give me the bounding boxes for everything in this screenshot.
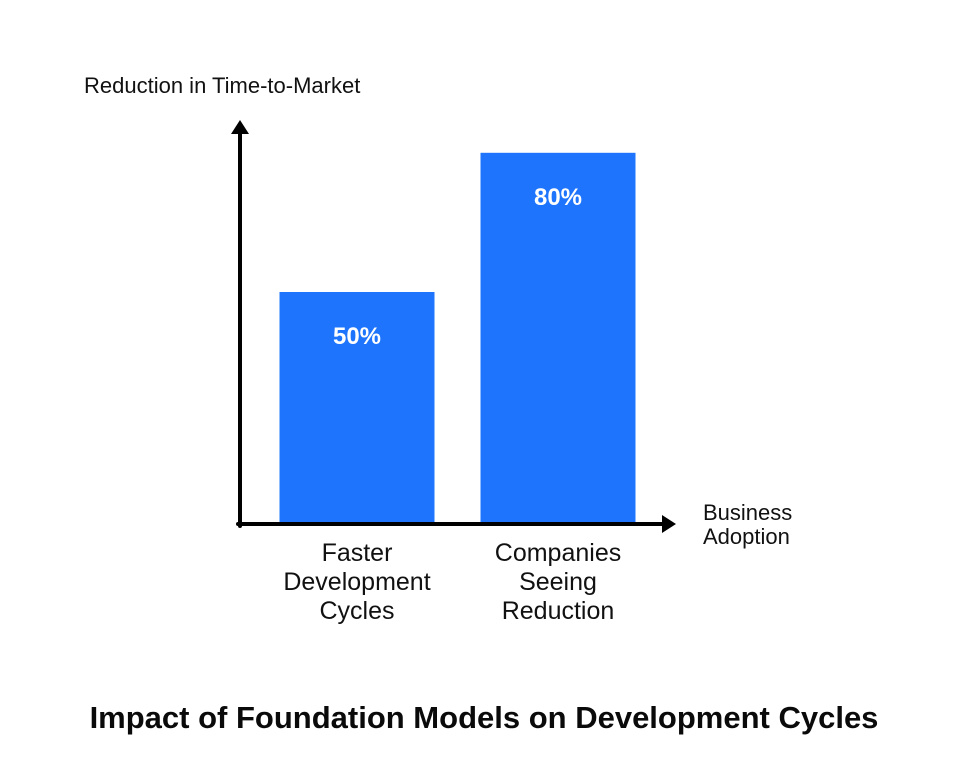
y-axis-arrowhead — [231, 120, 249, 134]
value-label-2: 80% — [534, 184, 582, 211]
category-label-2: Companies Seeing Reduction — [495, 539, 621, 625]
bars-layer — [279, 152, 636, 525]
bar-2 — [480, 152, 636, 525]
value-label-1: 50% — [333, 323, 381, 350]
x-axis-arrowhead — [662, 515, 676, 533]
category-label-1: Faster Development Cycles — [283, 539, 430, 625]
bar-1 — [279, 292, 435, 524]
category-labels-layer: Faster Development Cycles Companies Seeing Re… — [283, 539, 621, 625]
y-axis-title: Reduction in Time-to-Market — [84, 73, 360, 98]
chart-title: Impact of Foundation Models on Developme… — [89, 700, 879, 735]
value-labels-layer: 50% 80% — [333, 184, 582, 350]
x-axis-title: Business Adoption — [703, 500, 792, 549]
